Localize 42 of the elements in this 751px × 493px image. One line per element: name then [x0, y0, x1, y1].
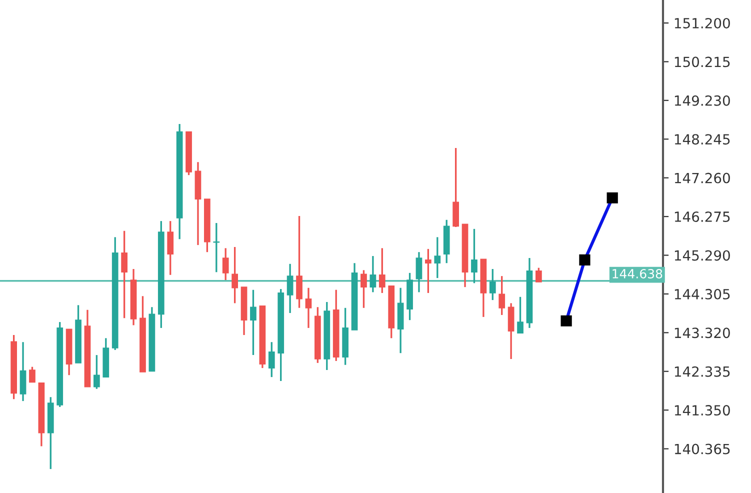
candlestick [508, 302, 514, 360]
candlestick [250, 288, 256, 356]
y-tick-label: 140.365 [674, 444, 730, 454]
candlestick [167, 220, 174, 276]
candlestick [370, 255, 376, 294]
candlestick [268, 341, 275, 378]
y-tick-label: 145.290 [674, 250, 730, 261]
candlestick [20, 341, 26, 402]
candlestick [213, 222, 220, 273]
candlestick [536, 266, 542, 283]
candlestick [29, 366, 36, 384]
candlestick [121, 230, 128, 319]
candlestick [489, 268, 496, 301]
candlestick [232, 246, 238, 304]
y-tick-label: 149.230 [674, 95, 730, 106]
y-tick-label: 143.320 [674, 328, 730, 338]
point [579, 254, 590, 266]
ref-line-label: 144.638 [612, 268, 662, 278]
candlestick [416, 251, 422, 294]
candlestick [378, 247, 386, 294]
y-tick-label: 150.215 [674, 56, 730, 68]
point [606, 192, 618, 204]
y-tick-label: 148.245 [674, 134, 730, 145]
point [560, 315, 572, 326]
candlestick [471, 228, 478, 284]
y-tick-label: 151.200 [674, 18, 730, 28]
y-tick-label: 141.350 [674, 405, 730, 416]
y-tick-label: 146.275 [674, 212, 730, 222]
candlestick [296, 215, 302, 309]
candlestick [452, 147, 459, 228]
candlestick [222, 247, 229, 281]
y-tick-label: 142.335 [674, 366, 730, 377]
y-tick-label: 144.305 [674, 288, 730, 300]
candlestick [94, 354, 100, 390]
candlestick [360, 269, 367, 309]
candlestick [425, 248, 432, 294]
candlestick [305, 287, 312, 329]
candlestick [498, 275, 506, 316]
y-tick-label: 147.260 [674, 172, 730, 184]
candlestick [434, 236, 441, 279]
candlestick [286, 263, 294, 314]
candlestick [517, 296, 524, 334]
